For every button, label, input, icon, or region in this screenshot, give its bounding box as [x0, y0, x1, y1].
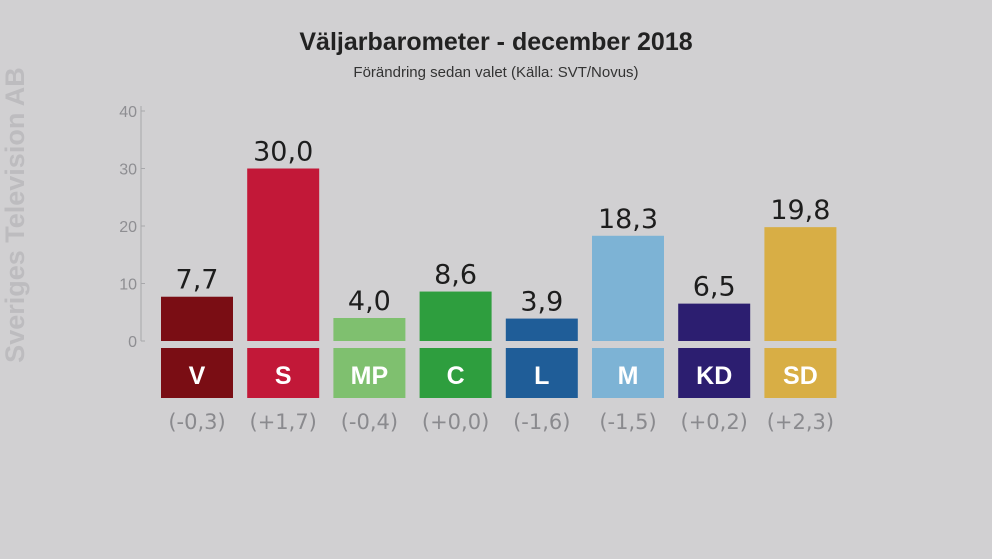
value-label-sd: 19,8	[770, 195, 830, 226]
bar-m	[592, 235, 664, 341]
category-label-sd: SD	[783, 362, 818, 390]
value-label-kd: 6,5	[693, 272, 736, 303]
value-label-m: 18,3	[598, 204, 658, 235]
change-label-mp: (-0,4)	[341, 410, 398, 434]
value-label-v: 7,7	[176, 265, 219, 296]
category-box-c	[419, 348, 492, 398]
bar-v	[161, 296, 233, 341]
value-label-mp: 4,0	[348, 286, 391, 317]
y-tick-label: 30	[119, 162, 137, 179]
bar-sd	[764, 227, 837, 341]
bar-l	[505, 318, 578, 341]
bar-s	[247, 168, 320, 341]
category-label-s: S	[275, 362, 292, 390]
change-label-sd: (+2,3)	[767, 410, 834, 434]
change-label-l: (-1,6)	[513, 410, 570, 434]
category-box-s	[247, 348, 320, 398]
change-label-c: (+0,0)	[422, 410, 489, 434]
category-box-v	[161, 348, 233, 398]
y-tick-label: 10	[119, 277, 137, 294]
y-tick-label: 0	[128, 334, 137, 351]
category-label-kd: KD	[696, 362, 732, 390]
category-box-m	[592, 348, 664, 398]
category-label-c: C	[447, 362, 465, 390]
category-box-sd	[764, 348, 837, 398]
value-label-c: 8,6	[434, 260, 477, 291]
change-label-kd: (+0,2)	[681, 410, 748, 434]
y-tick-label: 20	[119, 219, 137, 236]
bar-c	[419, 291, 492, 341]
category-label-mp: MP	[351, 362, 389, 390]
y-tick-label: 40	[119, 104, 137, 121]
change-label-m: (-1,5)	[599, 410, 656, 434]
bar-kd	[678, 303, 751, 341]
value-label-l: 3,9	[520, 287, 563, 318]
change-label-s: (+1,7)	[250, 410, 317, 434]
category-box-l	[505, 348, 578, 398]
category-label-v: V	[189, 362, 206, 390]
chart-subtitle: Förändring sedan valet (Källa: SVT/Novus…	[353, 64, 639, 81]
value-label-s: 30,0	[253, 137, 313, 168]
bar-mp	[333, 318, 406, 341]
category-box-mp	[333, 348, 406, 398]
category-label-m: M	[618, 362, 639, 390]
category-box-kd	[678, 348, 751, 398]
chart-title: Väljarbarometer - december 2018	[299, 28, 693, 56]
category-label-l: L	[534, 362, 549, 390]
change-label-v: (-0,3)	[168, 410, 225, 434]
